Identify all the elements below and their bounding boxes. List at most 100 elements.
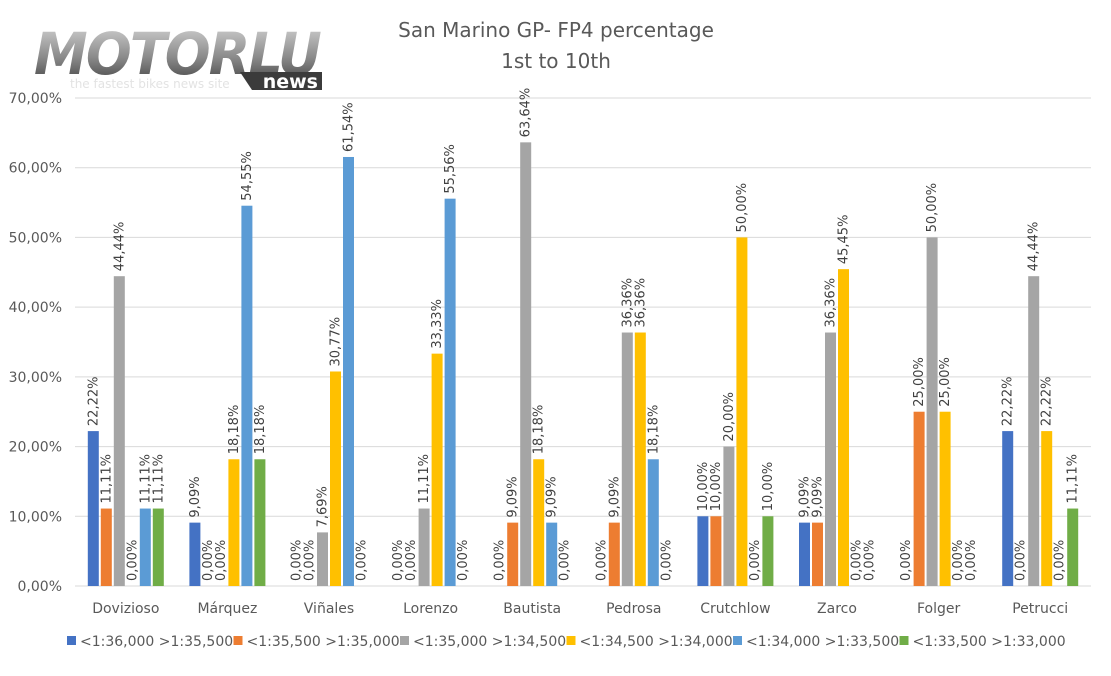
x-tick-label: Bautista	[503, 601, 561, 617]
data-label: 0,00%	[558, 540, 573, 581]
data-label: 18,18%	[253, 405, 268, 455]
legend-label: <1:35,000 >1:34,500	[413, 634, 566, 650]
bar	[431, 353, 443, 586]
data-label: 50,00%	[735, 183, 750, 233]
data-labels: 22,22%11,11%44,44%0,00%11,11%11,11% 9,09%…	[86, 88, 1080, 581]
data-label: 0,00%	[125, 540, 140, 581]
bar	[621, 332, 633, 586]
data-label: 0,00%	[863, 540, 878, 581]
bar	[736, 237, 748, 586]
bar	[520, 142, 532, 586]
data-label: 9,09%	[811, 476, 826, 517]
legend-label: <1:34,000 >1:33,500	[746, 634, 899, 650]
bar	[710, 516, 722, 586]
bar	[228, 459, 240, 586]
data-label: 0,00%	[594, 540, 609, 581]
legend-swatch	[400, 636, 409, 645]
bar	[87, 431, 99, 586]
x-tick-label: Lorenzo	[403, 601, 458, 617]
data-label: 0,00%	[404, 540, 419, 581]
data-label: 45,45%	[837, 215, 852, 265]
legend-swatch	[67, 636, 76, 645]
bar	[926, 237, 938, 586]
bar	[189, 522, 201, 586]
bar	[152, 508, 164, 586]
data-label: 22,22%	[86, 377, 101, 427]
data-label: 22,22%	[1040, 377, 1055, 427]
data-label: 22,22%	[1001, 377, 1016, 427]
bar	[812, 522, 823, 586]
bar	[608, 522, 620, 586]
x-tick-label: Petrucci	[1012, 601, 1068, 617]
bar	[1067, 508, 1079, 586]
data-label: 20,00%	[722, 392, 737, 442]
data-label: 33,33%	[430, 299, 445, 349]
data-label: 0,00%	[964, 540, 979, 581]
data-label: 0,00%	[493, 540, 508, 581]
bar	[330, 371, 341, 586]
legend-swatch	[899, 636, 909, 645]
bar	[343, 156, 354, 587]
x-tick-label: Viñales	[304, 601, 354, 617]
legend-swatch	[733, 636, 742, 645]
data-label: 0,00%	[850, 540, 865, 581]
data-label: 0,00%	[1053, 540, 1068, 581]
data-label: 0,00%	[303, 540, 318, 581]
data-label: 10,00%	[696, 462, 711, 512]
data-label: 0,00%	[355, 540, 370, 581]
bar	[697, 516, 709, 586]
bar	[100, 508, 112, 586]
data-label: 9,09%	[798, 476, 813, 517]
bar	[939, 411, 951, 586]
chart-title: San Marino GP- FP4 percentage	[398, 18, 714, 42]
bar	[254, 459, 266, 586]
logo-badge-bg	[240, 72, 322, 90]
x-tick-label: Pedrosa	[606, 601, 661, 617]
y-tick-label: 70,00%	[9, 91, 62, 107]
legend-item: <1:35,500 >1:35,000	[233, 634, 400, 650]
data-label: 0,00%	[1014, 540, 1029, 581]
y-tick-label: 20,00%	[9, 440, 62, 456]
chart-subtitle: 1st to 10th	[501, 49, 611, 73]
legend-label: <1:33,500 >1:33,000	[913, 634, 1066, 650]
legend-item: <1:36,000 >1:35,500	[67, 634, 233, 650]
data-label: 30,77%	[329, 317, 344, 367]
data-label: 36,36%	[633, 278, 648, 328]
bar	[533, 459, 545, 586]
gridlines	[75, 97, 1091, 587]
x-axis: Dovizioso Márquez Viñales Lorenzo Bautista Pe…	[92, 601, 1068, 617]
data-label: 18,18%	[227, 405, 242, 455]
data-label: 0,00%	[659, 540, 674, 581]
data-label: 0,00%	[201, 540, 216, 581]
x-tick-label: Dovizioso	[92, 601, 159, 617]
bar	[825, 332, 836, 586]
data-label: 9,09%	[545, 476, 560, 517]
bar	[1041, 431, 1053, 586]
bar	[799, 522, 810, 586]
y-tick-label: 10,00%	[9, 509, 62, 525]
y-tick-label: 50,00%	[9, 230, 62, 246]
data-label: 7,69%	[316, 486, 331, 527]
motorlu-logo: MOTORLU news the fastest bikes news site	[34, 20, 323, 93]
y-axis: 0,00% 10,00% 20,00% 30,00% 40,00% 50,00% 60,00…	[9, 91, 62, 595]
data-label: 0,00%	[391, 540, 406, 581]
data-label: 61,54%	[342, 102, 357, 152]
legend-item: <1:34,500 >1:34,000	[566, 634, 733, 650]
data-label: 18,18%	[532, 405, 547, 455]
bar	[913, 411, 925, 586]
bar	[647, 459, 659, 586]
bar	[241, 205, 253, 587]
data-label: 0,00%	[951, 540, 966, 581]
bar	[723, 446, 735, 586]
data-label: 9,09%	[607, 476, 622, 517]
legend-swatch	[566, 636, 576, 645]
data-label: 25,00%	[938, 357, 953, 407]
data-label: 44,44%	[1027, 222, 1042, 272]
data-label: 25,00%	[912, 357, 927, 407]
y-tick-label: 0,00%	[18, 579, 62, 595]
data-label: 36,36%	[620, 278, 635, 328]
x-tick-label: Zarco	[817, 601, 857, 617]
y-tick-label: 40,00%	[9, 300, 62, 316]
data-label: 11,11%	[138, 454, 153, 504]
